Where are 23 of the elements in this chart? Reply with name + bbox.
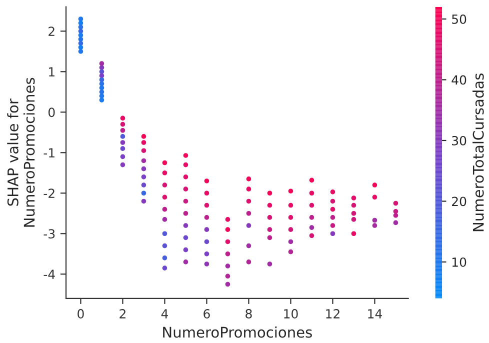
y-tick-label: -4: [44, 270, 55, 279]
x-tick-label: 8: [246, 309, 252, 318]
x-axis-title: NumeroPromociones: [163, 326, 312, 338]
x-tick-label: 10: [284, 309, 298, 318]
color-bar-title: NumeroTotalCursadas: [472, 73, 484, 232]
y-tick-label: -3: [44, 229, 55, 239]
y-tick-label: -1: [44, 148, 54, 158]
y-axis-title: SHAP value for NumeroPromociones: [7, 78, 35, 227]
y-tick-label: 0: [48, 108, 55, 118]
y-tick-label: 2: [48, 26, 54, 36]
color-bar-label: 30: [452, 136, 466, 146]
x-tick-label: 12: [326, 309, 340, 318]
y-tick-label: -2: [44, 188, 54, 198]
color-bar-label: 10: [452, 257, 466, 267]
x-tick-label: 4: [161, 309, 168, 318]
x-tick-label: 14: [368, 309, 382, 318]
color-bar-label: 50: [452, 14, 466, 24]
color-bar-label: 40: [452, 75, 466, 85]
y-tick-label: 1: [49, 67, 54, 76]
x-tick-label: 0: [78, 309, 84, 318]
x-tick-label: 2: [120, 309, 126, 318]
x-tick-label: 6: [204, 309, 210, 318]
color-bar-label: 20: [452, 196, 466, 206]
